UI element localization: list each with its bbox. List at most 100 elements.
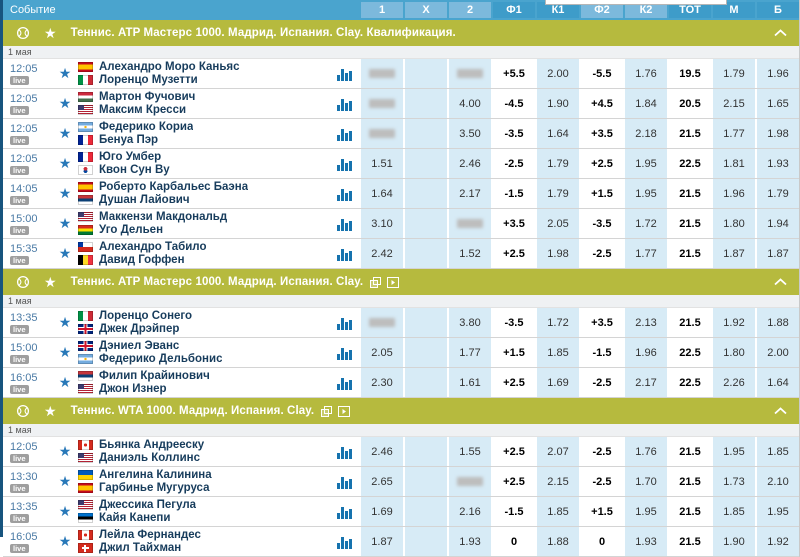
players[interactable]: Джессика Пегула Кайя Канепи <box>78 499 331 524</box>
odds-cell-2[interactable]: 1.93 <box>449 527 491 556</box>
odds-cell-К2[interactable]: 1.77 <box>625 239 667 268</box>
favorite-star-icon[interactable]: ★ <box>58 344 72 360</box>
odds-cell-2[interactable]: 1.77 <box>449 338 491 367</box>
odds-cell-Ф2[interactable]: -3.5 <box>581 209 623 238</box>
players[interactable]: Алехандро Моро Каньяс Лоренцо Музетти <box>78 61 331 86</box>
popup-window-icon[interactable] <box>321 405 333 417</box>
odds-cell-ТОТ[interactable]: 21.5 <box>669 437 711 466</box>
odds-cell-М[interactable]: 1.80 <box>713 338 755 367</box>
statistics-chart-icon[interactable] <box>331 187 359 201</box>
collapse-chevron-up-icon[interactable] <box>772 276 789 288</box>
odds-cell-2[interactable]: 1.61 <box>449 368 491 397</box>
players[interactable]: Бьянка Андрееску Даниэль Коллинс <box>78 439 331 464</box>
odds-cell-ТОТ[interactable]: 21.5 <box>669 119 711 148</box>
odds-cell-Б[interactable]: 1.85 <box>757 437 799 466</box>
odds-cell-М[interactable]: 1.73 <box>713 467 755 496</box>
odds-cell-1[interactable]: 2.05 <box>361 338 403 367</box>
statistics-chart-icon[interactable] <box>331 505 359 519</box>
odds-cell-Ф2[interactable]: +1.5 <box>581 179 623 208</box>
odds-cell-Ф1[interactable]: +5.5 <box>493 59 535 88</box>
odds-cell-К2[interactable]: 1.95 <box>625 179 667 208</box>
favorite-star-icon[interactable]: ★ <box>58 95 72 111</box>
odds-cell-Б[interactable]: 2.10 <box>757 467 799 496</box>
section-header[interactable]: ★ Теннис. ATP Мастерс 1000. Мадрид. Испа… <box>3 20 799 46</box>
players[interactable]: Ангелина Калинина Гарбинье Мугуруса <box>78 469 331 494</box>
odds-cell-Ф2[interactable]: +3.5 <box>581 119 623 148</box>
odds-cell-1[interactable]: 2.30 <box>361 368 403 397</box>
odds-cell-2[interactable]: 4.00 <box>449 89 491 118</box>
favorite-star-icon[interactable]: ★ <box>58 245 72 261</box>
favorite-star-icon[interactable]: ★ <box>58 125 72 141</box>
odds-cell-1[interactable] <box>361 119 403 148</box>
odds-cell-К2[interactable]: 1.84 <box>625 89 667 118</box>
odds-cell-ТОТ[interactable]: 22.5 <box>669 149 711 178</box>
odds-cell-2[interactable]: 2.46 <box>449 149 491 178</box>
odds-cell-М[interactable]: 1.77 <box>713 119 755 148</box>
odds-cell-2[interactable] <box>449 209 491 238</box>
odds-cell-Б[interactable]: 1.96 <box>757 59 799 88</box>
favorite-star-icon[interactable]: ★ <box>58 533 72 549</box>
odds-cell-ТОТ[interactable]: 22.5 <box>669 338 711 367</box>
favorite-star-icon[interactable]: ★ <box>58 314 72 330</box>
favorite-star-icon[interactable]: ★ <box>44 274 57 290</box>
odds-cell-Б[interactable]: 1.92 <box>757 527 799 556</box>
odds-cell-1[interactable]: 1.87 <box>361 527 403 556</box>
odds-cell-К2[interactable]: 1.72 <box>625 209 667 238</box>
favorite-star-icon[interactable]: ★ <box>58 155 72 171</box>
odds-cell-К1[interactable]: 1.79 <box>537 179 579 208</box>
odds-cell-Ф2[interactable]: -2.5 <box>581 368 623 397</box>
odds-cell-Ф1[interactable]: +1.5 <box>493 338 535 367</box>
statistics-chart-icon[interactable] <box>331 217 359 231</box>
odds-cell-К1[interactable]: 1.79 <box>537 149 579 178</box>
odds-cell-Ф1[interactable]: +3.5 <box>493 209 535 238</box>
odds-cell-ТОТ[interactable]: 21.5 <box>669 209 711 238</box>
odds-cell-2[interactable]: 1.55 <box>449 437 491 466</box>
favorite-star-icon[interactable]: ★ <box>58 443 72 459</box>
odds-cell-Ф1[interactable]: +2.5 <box>493 239 535 268</box>
odds-cell-Ф1[interactable]: 0 <box>493 527 535 556</box>
odds-cell-2[interactable]: 1.52 <box>449 239 491 268</box>
odds-cell-М[interactable]: 1.96 <box>713 179 755 208</box>
odds-cell-Б[interactable]: 1.64 <box>757 368 799 397</box>
statistics-chart-icon[interactable] <box>331 97 359 111</box>
odds-cell-Ф1[interactable]: -1.5 <box>493 497 535 526</box>
players[interactable]: Юго Умбер Квон Сун Ву <box>78 151 331 176</box>
odds-cell-К2[interactable]: 1.93 <box>625 527 667 556</box>
odds-cell-Ф2[interactable]: -5.5 <box>581 59 623 88</box>
statistics-chart-icon[interactable] <box>331 127 359 141</box>
odds-cell-К2[interactable]: 1.96 <box>625 338 667 367</box>
odds-cell-1[interactable]: 2.65 <box>361 467 403 496</box>
odds-cell-К2[interactable]: 1.76 <box>625 59 667 88</box>
odds-cell-Ф2[interactable]: +2.5 <box>581 149 623 178</box>
odds-cell-ТОТ[interactable]: 21.5 <box>669 179 711 208</box>
statistics-chart-icon[interactable] <box>331 316 359 330</box>
odds-cell-Ф2[interactable]: -2.5 <box>581 437 623 466</box>
odds-cell-Ф1[interactable]: -3.5 <box>493 119 535 148</box>
odds-cell-М[interactable]: 1.80 <box>713 209 755 238</box>
odds-cell-М[interactable]: 1.79 <box>713 59 755 88</box>
odds-cell-М[interactable]: 1.92 <box>713 308 755 337</box>
odds-cell-2[interactable] <box>449 59 491 88</box>
odds-cell-К1[interactable]: 2.00 <box>537 59 579 88</box>
players[interactable]: Роберто Карбальес Баэна Душан Лайович <box>78 181 331 206</box>
odds-cell-М[interactable]: 1.87 <box>713 239 755 268</box>
odds-cell-М[interactable]: 1.81 <box>713 149 755 178</box>
favorite-star-icon[interactable]: ★ <box>44 25 57 41</box>
odds-cell-Ф2[interactable]: 0 <box>581 527 623 556</box>
favorite-star-icon[interactable]: ★ <box>58 65 72 81</box>
odds-cell-К1[interactable]: 1.72 <box>537 308 579 337</box>
odds-cell-Б[interactable]: 1.94 <box>757 209 799 238</box>
odds-cell-ТОТ[interactable]: 19.5 <box>669 59 711 88</box>
odds-cell-1[interactable]: 1.69 <box>361 497 403 526</box>
odds-cell-1[interactable]: 1.64 <box>361 179 403 208</box>
odds-cell-К2[interactable]: 2.18 <box>625 119 667 148</box>
odds-cell-2[interactable] <box>449 467 491 496</box>
statistics-chart-icon[interactable] <box>331 346 359 360</box>
odds-cell-ТОТ[interactable]: 21.5 <box>669 527 711 556</box>
odds-cell-Ф1[interactable]: -1.5 <box>493 179 535 208</box>
players[interactable]: Маккензи Макдональд Уго Дельен <box>78 211 331 236</box>
players[interactable]: Алехандро Табило Давид Гоффен <box>78 241 331 266</box>
odds-cell-К2[interactable]: 2.17 <box>625 368 667 397</box>
odds-cell-К1[interactable]: 1.69 <box>537 368 579 397</box>
odds-cell-Б[interactable]: 2.00 <box>757 338 799 367</box>
